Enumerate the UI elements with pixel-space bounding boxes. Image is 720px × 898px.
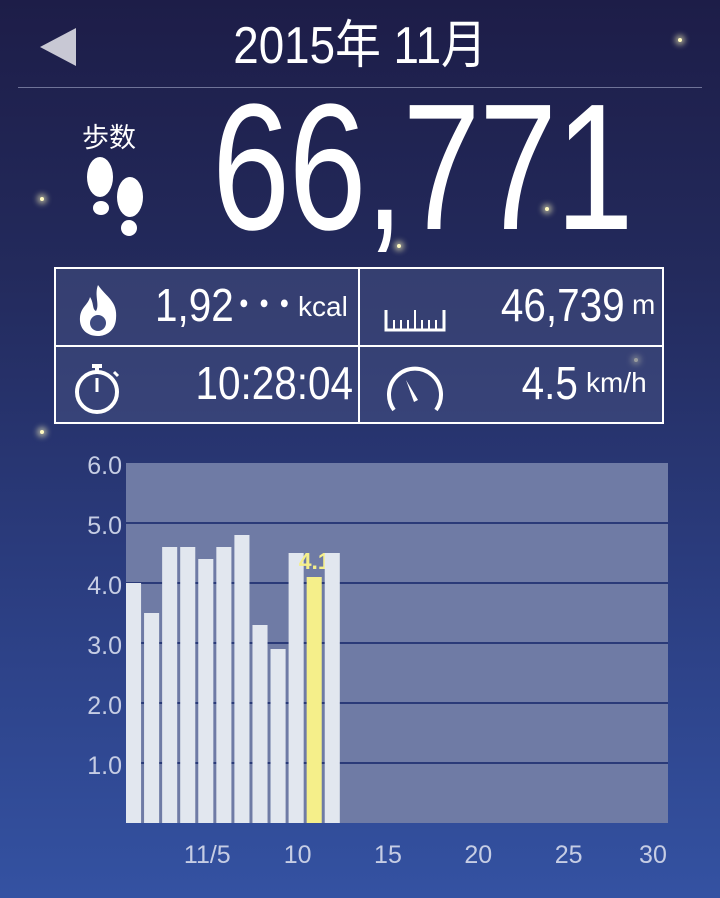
stopwatch-icon — [75, 364, 120, 414]
bar — [234, 535, 250, 823]
bar — [252, 625, 268, 823]
time-value: 10:28:04 — [195, 357, 353, 409]
flame-icon — [79, 285, 117, 336]
back-triangle-icon[interactable] — [40, 28, 76, 66]
x-tick-label: 15 — [374, 841, 402, 869]
bar — [126, 583, 142, 823]
x-tick-label: 30 — [639, 841, 667, 869]
star-decoration — [397, 244, 401, 248]
bar — [180, 547, 196, 823]
divider — [18, 87, 702, 88]
bar — [144, 613, 160, 823]
x-tick-label: 25 — [555, 841, 583, 869]
calories-value: 1,92･･･ — [155, 279, 295, 331]
star-decoration — [545, 207, 549, 211]
divider — [54, 345, 664, 347]
footprints-icon — [87, 157, 143, 236]
star-decoration — [40, 430, 44, 434]
star-decoration — [678, 38, 682, 42]
x-tick-label: 11/5 — [184, 841, 231, 869]
bar — [306, 577, 322, 823]
y-tick-label: 2.0 — [87, 692, 122, 720]
page-title: 2015年 11月 — [233, 17, 487, 75]
distance-value: 46,739 — [501, 279, 625, 331]
ruler-icon — [384, 310, 446, 332]
y-tick-label: 6.0 — [87, 452, 122, 480]
speedometer-icon — [387, 366, 443, 412]
y-tick-label: 4.0 — [87, 572, 122, 600]
bar — [198, 559, 214, 823]
bar — [270, 649, 286, 823]
steps-count: 66,771 — [212, 67, 634, 268]
star-decoration — [40, 197, 44, 201]
y-tick-label: 1.0 — [87, 752, 122, 780]
distance-unit: m — [632, 289, 656, 320]
speed-value: 4.5 — [521, 357, 578, 409]
x-tick-label: 10 — [284, 841, 312, 869]
bar — [162, 547, 178, 823]
speed-bar-chart: 1.02.03.04.05.06.04.111/5 10 15 20 25 30 — [87, 452, 668, 869]
x-tick-label: 20 — [464, 841, 492, 869]
bar — [324, 553, 340, 823]
steps-label: 歩数 — [82, 123, 136, 153]
bar — [216, 547, 232, 823]
bar — [288, 553, 304, 823]
y-tick-label: 3.0 — [87, 632, 122, 660]
speed-unit: km/h — [586, 367, 647, 398]
y-tick-label: 5.0 — [87, 512, 122, 540]
calories-unit: kcal — [298, 291, 348, 322]
